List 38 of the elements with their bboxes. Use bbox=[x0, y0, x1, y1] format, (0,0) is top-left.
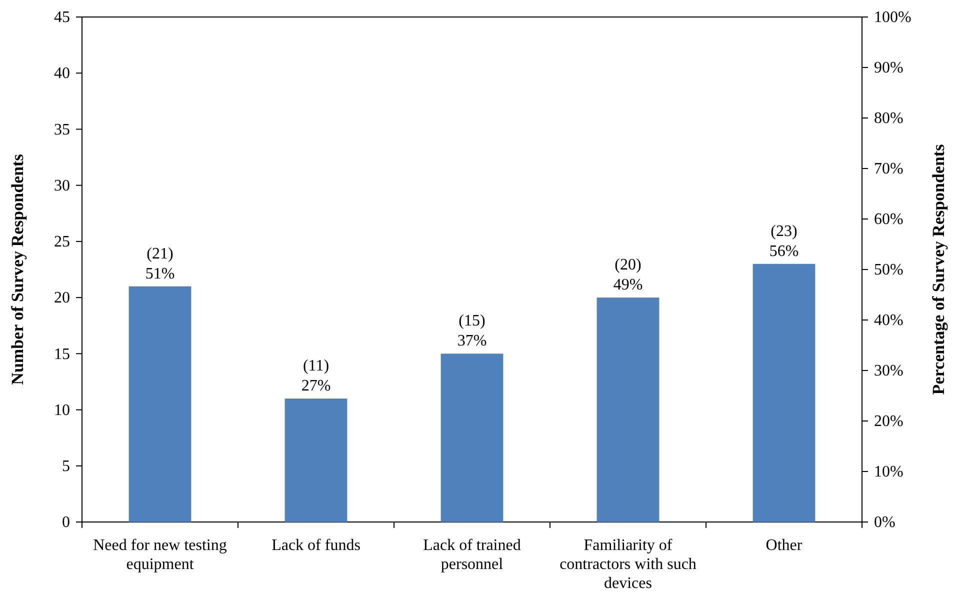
y2-tick-label: 20% bbox=[874, 413, 904, 430]
y-tick-label: 25 bbox=[54, 234, 70, 251]
y2-tick-label: 70% bbox=[874, 160, 904, 178]
data-label: (15) 37% bbox=[457, 312, 487, 350]
y-tick-label: 35 bbox=[54, 121, 70, 138]
x-tick-label: Other bbox=[766, 537, 803, 554]
y2-tick-label: 0% bbox=[874, 514, 896, 532]
y-tick-label: 40 bbox=[54, 65, 70, 82]
y2-tick-label: 30% bbox=[874, 362, 904, 380]
y2-tick-label: 40% bbox=[874, 312, 904, 330]
x-tick-label: Lack of funds bbox=[272, 537, 360, 554]
y-tick-label: 45 bbox=[54, 9, 70, 26]
data-label: (11) 27% bbox=[301, 358, 331, 395]
bar bbox=[440, 354, 504, 522]
x-tick-label: Need for new testing equipment bbox=[93, 537, 227, 573]
y-tick-label: 10 bbox=[54, 402, 70, 419]
y-tick-label: 15 bbox=[54, 346, 70, 363]
bar bbox=[596, 298, 660, 522]
y2-tick-label: 80% bbox=[874, 110, 904, 128]
bar bbox=[284, 398, 348, 522]
y-axis-title: Number of Survey Respondents bbox=[8, 154, 27, 385]
bar bbox=[128, 286, 192, 522]
data-label: (20) 49% bbox=[613, 256, 643, 294]
y-tick-label: 0 bbox=[62, 514, 70, 532]
y-tick-label: 20 bbox=[54, 290, 70, 307]
x-tick-label: Familiarity of contractors with such devices bbox=[560, 537, 696, 592]
data-label: (23) 56% bbox=[769, 222, 799, 260]
data-label: (21) 51% bbox=[145, 245, 175, 282]
y-tick-label: 30 bbox=[54, 177, 70, 194]
y-tick-label: 5 bbox=[62, 458, 70, 476]
y2-axis-title: Percentage of Survey Respondents bbox=[929, 144, 948, 395]
x-tick-label: Lack of trained personnel bbox=[423, 537, 521, 573]
y2-tick-label: 60% bbox=[874, 211, 904, 228]
bar bbox=[752, 264, 816, 522]
y2-tick-label: 100% bbox=[874, 9, 912, 26]
y2-tick-label: 90% bbox=[874, 60, 904, 77]
y2-tick-label: 50% bbox=[874, 262, 904, 279]
y2-tick-label: 10% bbox=[874, 464, 904, 481]
